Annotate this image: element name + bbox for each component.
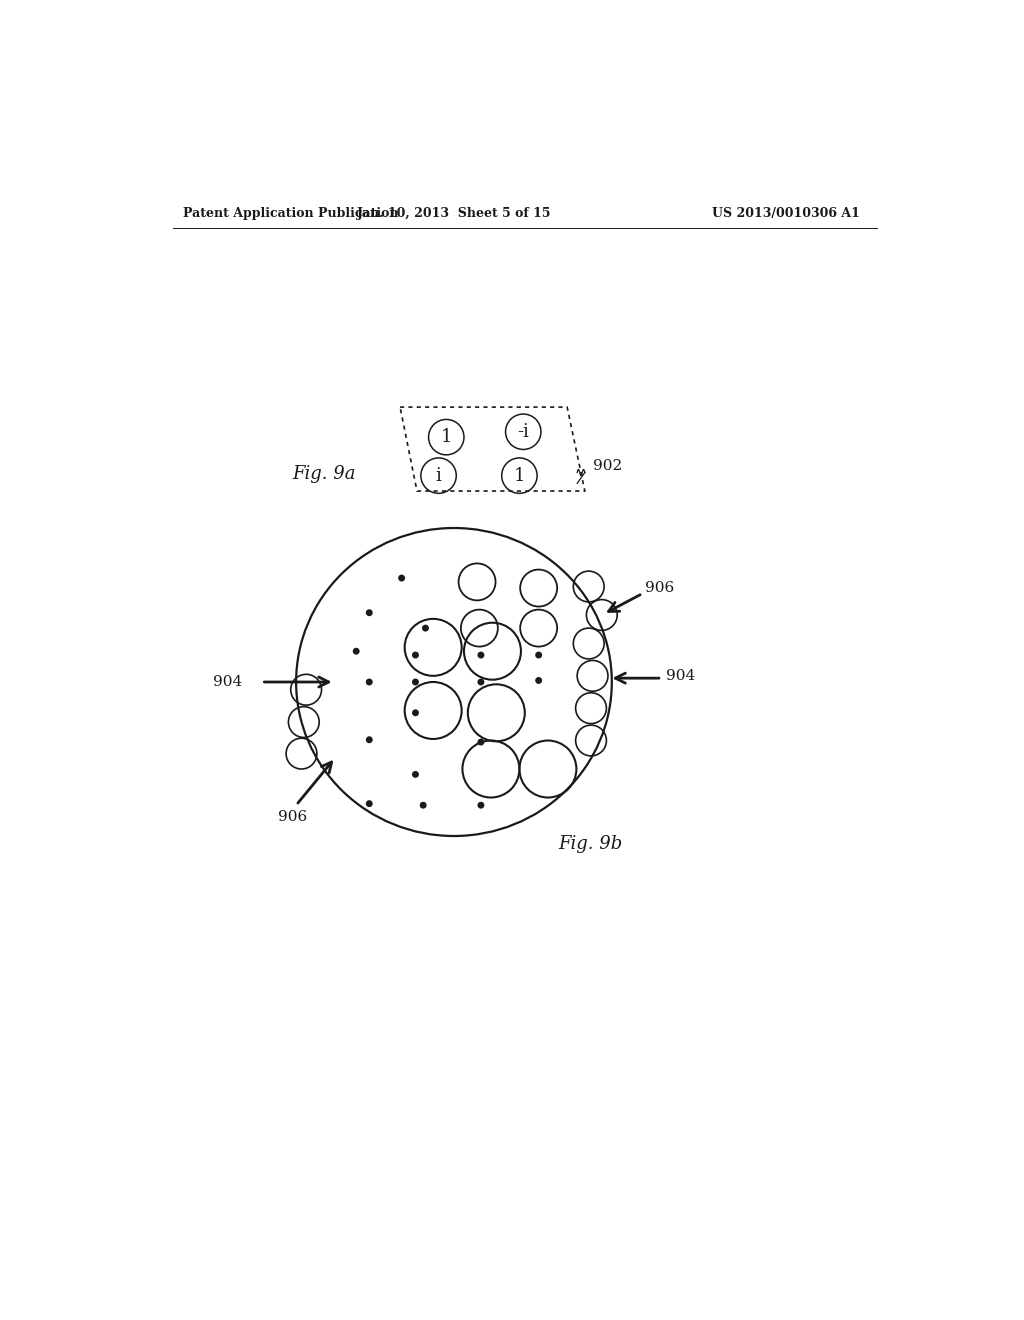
Circle shape [420, 801, 427, 809]
Text: i: i [435, 467, 441, 484]
Circle shape [477, 678, 484, 685]
Circle shape [536, 677, 542, 684]
Circle shape [422, 624, 429, 631]
Text: Fig. 9b: Fig. 9b [558, 834, 623, 853]
Circle shape [366, 610, 373, 616]
Text: 902: 902 [593, 459, 622, 474]
Circle shape [412, 652, 419, 659]
Circle shape [536, 652, 542, 659]
Circle shape [477, 652, 484, 659]
Text: 904: 904 [666, 669, 695, 682]
Circle shape [477, 801, 484, 809]
Circle shape [366, 678, 373, 685]
Circle shape [366, 737, 373, 743]
Circle shape [366, 800, 373, 807]
Text: 1: 1 [514, 467, 525, 484]
Circle shape [412, 678, 419, 685]
Text: Patent Application Publication: Patent Application Publication [183, 207, 398, 220]
Text: 906: 906 [278, 809, 307, 824]
Text: 906: 906 [645, 581, 674, 595]
Circle shape [398, 574, 406, 582]
Circle shape [352, 648, 359, 655]
Circle shape [477, 739, 484, 746]
Text: Jan. 10, 2013  Sheet 5 of 15: Jan. 10, 2013 Sheet 5 of 15 [356, 207, 551, 220]
Text: -i: -i [517, 422, 529, 441]
Circle shape [412, 771, 419, 777]
Text: 904: 904 [213, 675, 243, 689]
Text: US 2013/0010306 A1: US 2013/0010306 A1 [712, 207, 860, 220]
Circle shape [412, 709, 419, 717]
Text: Fig. 9a: Fig. 9a [292, 465, 355, 483]
Text: 1: 1 [440, 428, 452, 446]
